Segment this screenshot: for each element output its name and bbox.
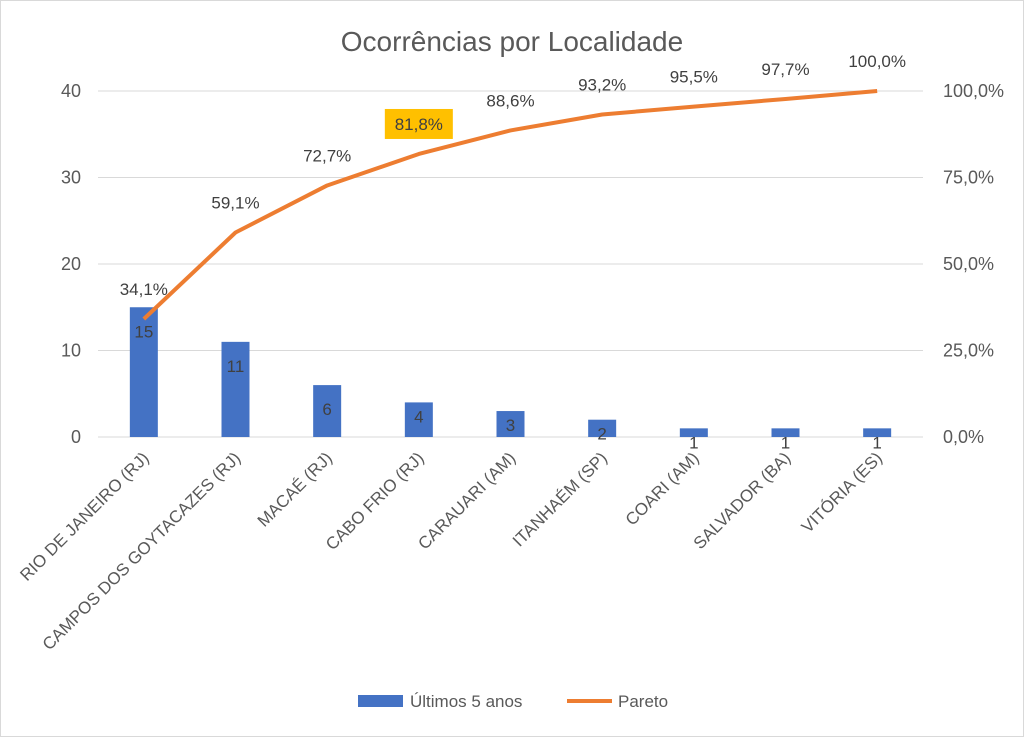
y-axis-left: 0 10 20 30 40 bbox=[61, 81, 81, 447]
bar[interactable] bbox=[679, 428, 708, 437]
x-axis-categories: RIO DE JANEIRO (RJ)CAMPOS DOS GOYTACAZES… bbox=[16, 448, 886, 654]
y-axis-right: 0,0% 25,0% 50,0% 75,0% 100,0% bbox=[943, 81, 1004, 447]
line-data-label: 97,7% bbox=[761, 60, 809, 79]
bar-data-label: 1 bbox=[781, 433, 790, 452]
bar-data-label: 1 bbox=[689, 433, 698, 452]
legend-swatch-bars bbox=[358, 695, 403, 707]
x-category-label: MACAÉ (RJ) bbox=[254, 448, 336, 530]
pareto-line-series bbox=[142, 89, 878, 321]
y-tick-label-right: 50,0% bbox=[943, 254, 994, 274]
y-tick-label-left: 0 bbox=[71, 427, 81, 447]
bar-data-label: 6 bbox=[322, 400, 331, 419]
y-tick-label-right: 0,0% bbox=[943, 427, 984, 447]
legend[interactable]: Últimos 5 anos Pareto bbox=[358, 692, 668, 711]
x-category-label: CABO FRIO (RJ) bbox=[322, 448, 428, 554]
legend-label-bars: Últimos 5 anos bbox=[410, 692, 522, 711]
y-tick-label-left: 40 bbox=[61, 81, 81, 101]
highlight-label-box bbox=[384, 108, 453, 139]
x-category-label: ITANHAÉM (SP) bbox=[509, 448, 611, 550]
line-data-label: 81,8% bbox=[395, 115, 443, 134]
bar[interactable] bbox=[496, 411, 525, 437]
line-data-label: 93,2% bbox=[578, 76, 626, 95]
bar[interactable] bbox=[129, 307, 158, 437]
bar-data-label: 3 bbox=[506, 416, 515, 435]
bar[interactable] bbox=[771, 428, 800, 437]
legend-label-line: Pareto bbox=[618, 692, 668, 711]
line-data-label: 100,0% bbox=[848, 52, 906, 71]
chart-title: Ocorrências por Localidade bbox=[341, 26, 683, 57]
bar[interactable] bbox=[221, 341, 250, 437]
line-data-label: 88,6% bbox=[486, 91, 534, 110]
line-data-label: 95,5% bbox=[670, 68, 718, 87]
bar-data-label: 11 bbox=[227, 357, 245, 376]
x-category-label: VITÓRIA (ES) bbox=[798, 448, 886, 536]
y-tick-label-right: 100,0% bbox=[943, 81, 1004, 101]
bar[interactable] bbox=[404, 402, 433, 437]
x-category-label: CAMPOS DOS GOYTACAZES (RJ) bbox=[39, 448, 245, 654]
y-tick-label-left: 20 bbox=[61, 254, 81, 274]
y-tick-label-right: 25,0% bbox=[943, 341, 994, 361]
x-category-label: COARI (AM) bbox=[622, 448, 703, 529]
bar-series bbox=[129, 307, 892, 437]
x-category-label: SALVADOR (BA) bbox=[690, 448, 795, 553]
x-category-label: CARAUARI (AM) bbox=[414, 448, 519, 553]
bar-data-label: 2 bbox=[597, 425, 606, 444]
y-tick-label-right: 75,0% bbox=[943, 168, 994, 188]
y-tick-label-left: 10 bbox=[61, 341, 81, 361]
bar[interactable] bbox=[863, 428, 892, 437]
bar[interactable] bbox=[588, 419, 617, 437]
bar[interactable] bbox=[313, 385, 342, 437]
line-data-label: 72,7% bbox=[303, 146, 351, 165]
line-data-label: 59,1% bbox=[211, 194, 259, 213]
bar-data-label: 1 bbox=[872, 433, 881, 452]
pareto-line[interactable] bbox=[142, 89, 878, 321]
bar-data-label: 4 bbox=[414, 407, 423, 426]
line-data-label: 34,1% bbox=[120, 280, 168, 299]
bar-data-label: 15 bbox=[134, 322, 153, 341]
y-tick-label-left: 30 bbox=[61, 168, 81, 188]
